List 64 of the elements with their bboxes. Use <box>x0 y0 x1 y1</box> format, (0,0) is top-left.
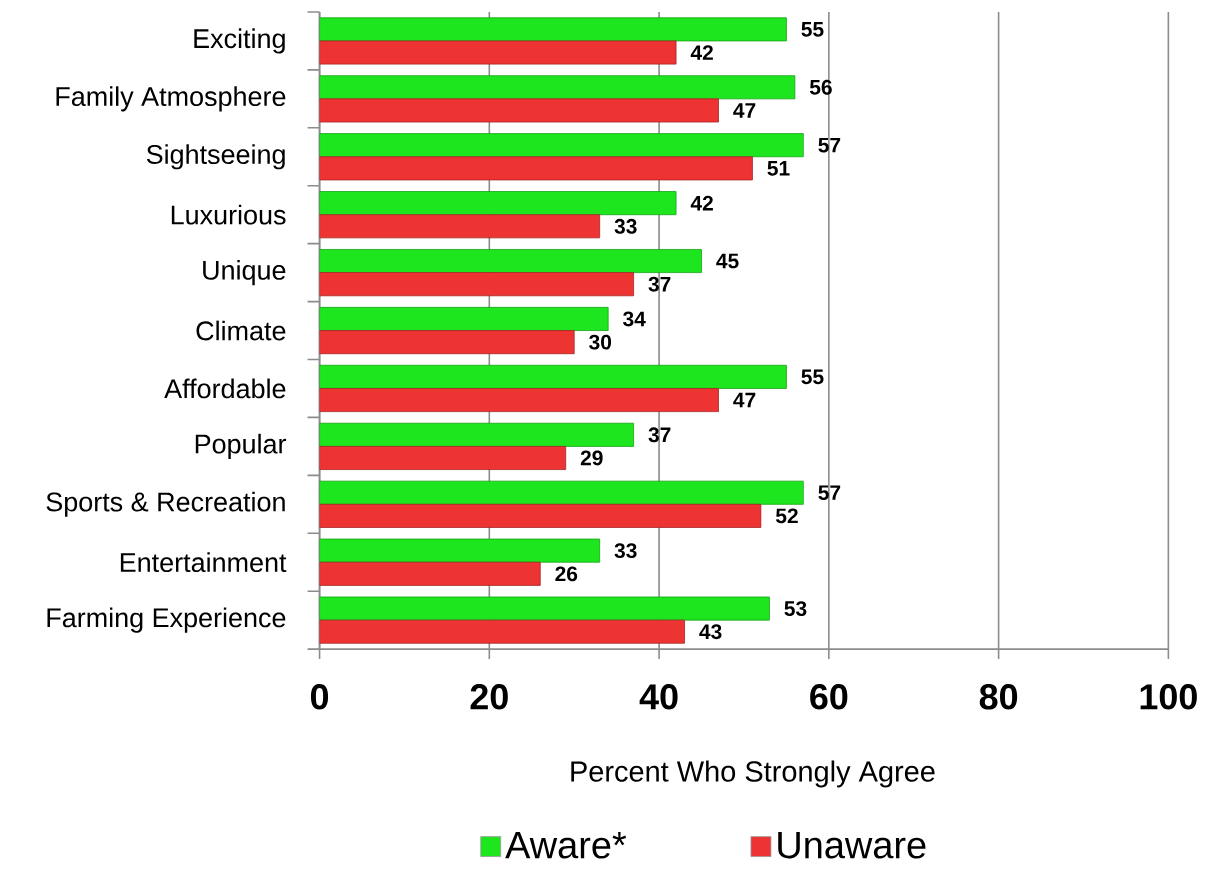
data-label: 53 <box>784 601 807 616</box>
data-label: 42 <box>690 195 713 211</box>
data-label: 47 <box>733 103 756 118</box>
data-label: 26 <box>555 566 578 582</box>
bar <box>319 248 702 273</box>
data-label: 52 <box>775 508 798 524</box>
y-tick-label: Unique <box>203 259 286 286</box>
data-label: 33 <box>614 543 637 559</box>
x-tick-label: 80 <box>979 684 1018 710</box>
y-tick-label: Family Atmosphere <box>56 86 286 112</box>
data-label: 55 <box>801 369 824 385</box>
data-label: 57 <box>818 485 841 500</box>
x-axis-title: Percent Who Strongly Agree <box>571 760 935 788</box>
y-tick-label: Affordable <box>164 378 286 399</box>
y-tick-label: Farming Experience <box>47 607 286 633</box>
y-tick-label: Luxurious <box>171 204 286 225</box>
data-label: 33 <box>614 218 637 234</box>
bar <box>319 596 770 621</box>
x-tick-label: 100 <box>1140 684 1197 710</box>
bar <box>319 364 787 389</box>
legend-label: Unaware <box>778 831 926 859</box>
y-tick-label: Sightseeing <box>146 144 285 170</box>
data-label: 42 <box>690 45 713 60</box>
bar <box>319 503 762 528</box>
bar <box>319 75 796 100</box>
y-tick-label: Sports & Recreation <box>46 491 285 517</box>
bar <box>319 480 804 505</box>
bar <box>319 214 601 239</box>
data-label: 47 <box>733 392 756 408</box>
legend-label: Aware* <box>505 831 627 859</box>
data-label: 45 <box>716 253 739 269</box>
bar <box>319 445 567 470</box>
bar <box>319 272 635 297</box>
y-tick-label: Popular <box>195 433 287 459</box>
bar <box>319 191 677 216</box>
bar <box>319 98 719 123</box>
data-label: 29 <box>580 450 603 466</box>
bar <box>319 388 719 412</box>
data-label: 34 <box>623 311 646 327</box>
data-label: 43 <box>699 624 722 640</box>
data-label: 56 <box>809 79 832 95</box>
bar <box>319 40 677 65</box>
bar <box>319 17 787 42</box>
data-label: 37 <box>648 427 671 443</box>
x-tick-label: 60 <box>810 684 848 710</box>
data-label: 57 <box>818 137 841 153</box>
bar <box>319 133 804 158</box>
bar <box>319 619 685 644</box>
data-label: 37 <box>648 276 671 292</box>
x-tick-label: 40 <box>639 684 678 710</box>
y-tick-label: Exciting <box>194 28 285 54</box>
bar <box>319 156 753 181</box>
bar <box>319 538 601 563</box>
data-label: 55 <box>801 22 824 37</box>
bar <box>319 306 609 331</box>
bar <box>319 330 575 355</box>
bar <box>319 422 635 447</box>
y-tick-label: Climate <box>196 320 286 341</box>
data-label: 30 <box>589 334 612 350</box>
y-tick-label: Entertainment <box>120 552 287 573</box>
x-tick-label: 20 <box>470 684 508 710</box>
data-label: 51 <box>767 161 790 176</box>
x-tick-label: 0 <box>310 684 329 710</box>
bar <box>319 561 541 586</box>
